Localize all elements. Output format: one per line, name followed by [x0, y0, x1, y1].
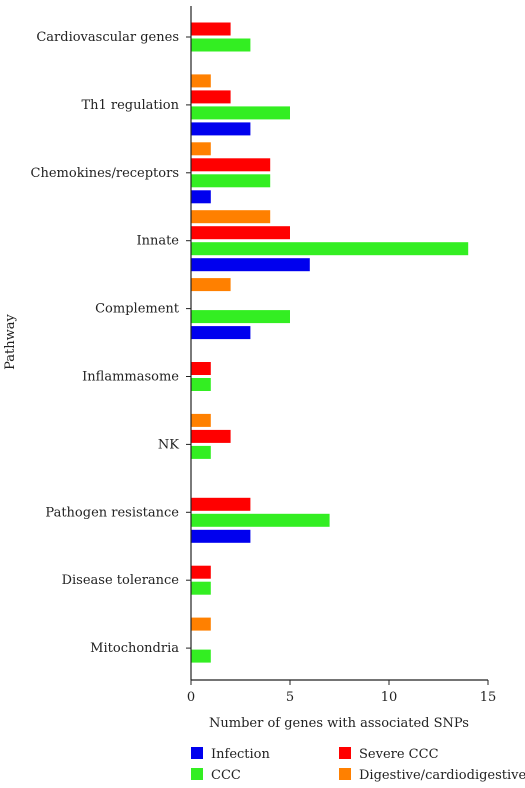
bar-digestive-cardiodigestive-chemokines-receptors	[191, 142, 211, 156]
y-axis-title: Pathway	[3, 313, 18, 369]
bar-digestive-cardiodigestive-complement	[191, 278, 231, 292]
bar-ccc-innate	[191, 242, 469, 256]
bar-digestive-cardiodigestive-th1-regulation	[191, 74, 211, 88]
legend-swatch	[339, 747, 351, 759]
y-tick-label: Disease tolerance	[62, 573, 180, 588]
bar-infection-th1-regulation	[191, 122, 251, 136]
y-tick-label: Chemokines/receptors	[31, 166, 179, 181]
bar-ccc-disease-tolerance	[191, 581, 211, 595]
bar-severe-ccc-innate	[191, 226, 290, 240]
y-tick-label: Inflammasome	[82, 370, 179, 385]
bar-digestive-cardiodigestive-innate	[191, 210, 271, 224]
legend-label: Infection	[211, 747, 271, 762]
bar-ccc-cardiovascular-genes	[191, 38, 251, 52]
axes: Cardiovascular genes Th1 regulation Chemok…	[31, 6, 497, 705]
x-tick-label: 15	[480, 690, 497, 705]
y-tick-label: Th1 regulation	[81, 98, 179, 113]
bar-severe-ccc-nk	[191, 429, 231, 443]
bar-severe-ccc-chemokines-receptors	[191, 158, 271, 172]
y-tick-label: Complement	[95, 302, 180, 317]
x-tick-label: 5	[286, 690, 294, 705]
x-axis-title: Number of genes with associated SNPs	[209, 716, 469, 731]
legend-label: Severe CCC	[359, 747, 439, 762]
legend-swatch	[191, 747, 203, 759]
legend-swatch	[191, 768, 203, 780]
bar-infection-pathogen-resistance	[191, 529, 251, 543]
legend-label: CCC	[211, 768, 241, 783]
bar-ccc-th1-regulation	[191, 106, 290, 120]
legend: Infection Severe CCC CCC Digestive/cardiodi…	[191, 747, 525, 783]
bar-digestive-cardiodigestive-nk	[191, 413, 211, 427]
x-tick-label: 10	[381, 690, 398, 705]
bar-severe-ccc-th1-regulation	[191, 90, 231, 104]
bar-digestive-cardiodigestive-mitochondria	[191, 617, 211, 631]
bar-infection-chemokines-receptors	[191, 190, 211, 204]
bar-ccc-nk	[191, 445, 211, 459]
y-tick-label: Pathogen resistance	[45, 505, 179, 520]
y-tick-label: Innate	[136, 234, 179, 249]
bar-severe-ccc-cardiovascular-genes	[191, 22, 231, 36]
bar-infection-complement	[191, 326, 251, 340]
bar-severe-ccc-disease-tolerance	[191, 565, 211, 579]
bar-ccc-complement	[191, 310, 290, 324]
y-tick-label: Mitochondria	[90, 641, 179, 656]
legend-label: Digestive/cardiodigestive	[359, 768, 525, 783]
bar-ccc-pathogen-resistance	[191, 513, 330, 527]
y-tick-label: NK	[158, 437, 179, 452]
bar-severe-ccc-pathogen-resistance	[191, 497, 251, 511]
bar-severe-ccc-inflammasome	[191, 362, 211, 375]
bar-ccc-mitochondria	[191, 649, 211, 663]
bar-ccc-chemokines-receptors	[191, 174, 271, 188]
x-tick-label: 0	[187, 690, 195, 705]
bar-ccc-inflammasome	[191, 378, 211, 391]
bar-infection-innate	[191, 258, 310, 272]
plot-area	[191, 22, 469, 663]
legend-swatch	[339, 768, 351, 780]
y-tick-label: Cardiovascular genes	[36, 30, 179, 45]
